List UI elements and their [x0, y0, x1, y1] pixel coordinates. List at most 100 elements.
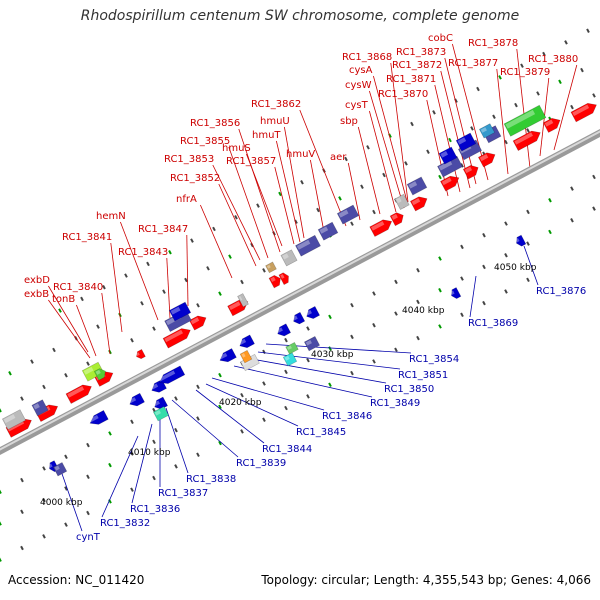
- kbp-label: 4010 kbp: [128, 448, 171, 458]
- tick-mark: [438, 256, 442, 261]
- tick-mark: [514, 102, 518, 108]
- gene-label-forward: hmuU: [260, 116, 290, 127]
- tick-mark: [108, 462, 112, 468]
- gene-label-forward: RC1_3847: [138, 224, 188, 235]
- gene-label-forward: tonB: [52, 294, 75, 305]
- tick-mark: [42, 384, 46, 390]
- gene-label-reverse: RC1_3836: [130, 504, 180, 515]
- tick-mark: [520, 63, 524, 68]
- gene-shape: [31, 399, 49, 417]
- gene-shine: [270, 276, 276, 283]
- tick-mark: [256, 203, 260, 208]
- gene-shape: [129, 392, 145, 407]
- gene-shape: [409, 196, 428, 212]
- gene-feature: [462, 165, 479, 180]
- leader-line-reverse: [245, 357, 387, 384]
- tick-mark: [0, 521, 2, 526]
- tick-mark: [64, 454, 68, 459]
- leader-line-reverse: [257, 351, 401, 370]
- gene-shape: [280, 249, 298, 267]
- gene-label-reverse: RC1_3844: [262, 444, 312, 455]
- gene-shine: [282, 253, 289, 260]
- gene-feature: [31, 399, 49, 417]
- tick-mark: [86, 474, 90, 480]
- gene-shine: [3, 414, 16, 424]
- gene-feature: [406, 176, 428, 196]
- gene-label-forward: aer: [330, 152, 347, 163]
- gene-feature: [52, 462, 68, 477]
- gene-shape: [188, 315, 207, 331]
- gene-feature: [292, 311, 306, 325]
- leader-line-forward: [212, 164, 261, 261]
- tick-mark: [218, 291, 222, 296]
- tick-mark: [372, 359, 376, 364]
- gene-shine: [292, 315, 298, 321]
- gene-shape: [159, 365, 186, 384]
- gene-shape: [239, 349, 253, 364]
- tick-mark: [350, 221, 354, 226]
- gene-shine: [457, 137, 467, 145]
- tick-mark: [284, 405, 288, 411]
- genome-info-text: Topology: circular; Length: 4,355,543 bp…: [261, 573, 591, 587]
- leader-line-reverse: [469, 275, 477, 318]
- tick-mark: [344, 156, 348, 162]
- leader-line-forward: [357, 126, 381, 215]
- gene-label-forward: cysA: [349, 65, 373, 76]
- tick-mark: [42, 497, 46, 503]
- tick-mark: [570, 186, 574, 191]
- tick-mark: [504, 221, 508, 226]
- gene-shine: [170, 306, 181, 315]
- tick-mark: [240, 392, 244, 398]
- gene-label-reverse: RC1_3832: [100, 518, 150, 529]
- gene-label-forward: hmuS: [222, 143, 251, 154]
- kbp-label: 4000 kbp: [40, 498, 83, 508]
- gene-feature: [218, 348, 237, 363]
- tick-mark: [504, 289, 508, 294]
- tick-mark: [416, 267, 420, 273]
- tick-mark: [262, 417, 266, 422]
- leader-line-forward: [238, 128, 281, 253]
- gene-label-reverse: RC1_3849: [370, 398, 420, 409]
- gene-shape: [303, 336, 321, 352]
- tick-mark: [228, 254, 232, 259]
- tick-mark: [284, 369, 288, 375]
- gene-shine: [479, 154, 489, 162]
- tick-mark: [20, 545, 24, 551]
- leader-line-reverse: [523, 245, 539, 286]
- leader-line-forward: [228, 146, 269, 259]
- tick-mark: [432, 110, 436, 115]
- tick-mark: [548, 198, 552, 203]
- gene-shape: [93, 368, 106, 381]
- gene-label-forward: RC1_3868: [342, 52, 392, 63]
- tick-mark: [174, 427, 178, 433]
- tick-mark: [504, 139, 508, 145]
- tick-mark: [360, 184, 364, 189]
- tick-mark: [570, 104, 574, 110]
- gene-shape: [154, 396, 169, 410]
- gene-label-forward: RC1_3855: [180, 136, 230, 147]
- gene-label-forward: RC1_3857: [226, 156, 276, 167]
- tick-mark: [564, 40, 568, 45]
- gene-feature: [477, 152, 496, 168]
- gene-label-forward: RC1_3853: [164, 154, 214, 165]
- gene-label-forward: RC1_3862: [251, 99, 301, 110]
- gene-shape: [278, 272, 289, 286]
- gene-label-forward: RC1_3870: [378, 89, 428, 100]
- gene-shape: [516, 234, 527, 247]
- tick-mark: [580, 67, 584, 73]
- gene-shine: [319, 226, 329, 234]
- gene-feature: [478, 123, 496, 139]
- tick-mark: [416, 335, 420, 341]
- leader-line-reverse: [171, 399, 239, 458]
- gene-shape: [542, 117, 561, 133]
- tick-mark: [124, 273, 128, 278]
- gene-shine: [241, 353, 246, 358]
- tick-mark: [526, 209, 530, 215]
- tick-mark: [152, 475, 156, 481]
- gene-shape: [478, 123, 496, 139]
- gene-shine: [515, 237, 520, 243]
- gene-feature: [409, 196, 428, 212]
- gene-shine: [505, 109, 536, 129]
- gene-label-reverse: RC1_3839: [236, 458, 286, 469]
